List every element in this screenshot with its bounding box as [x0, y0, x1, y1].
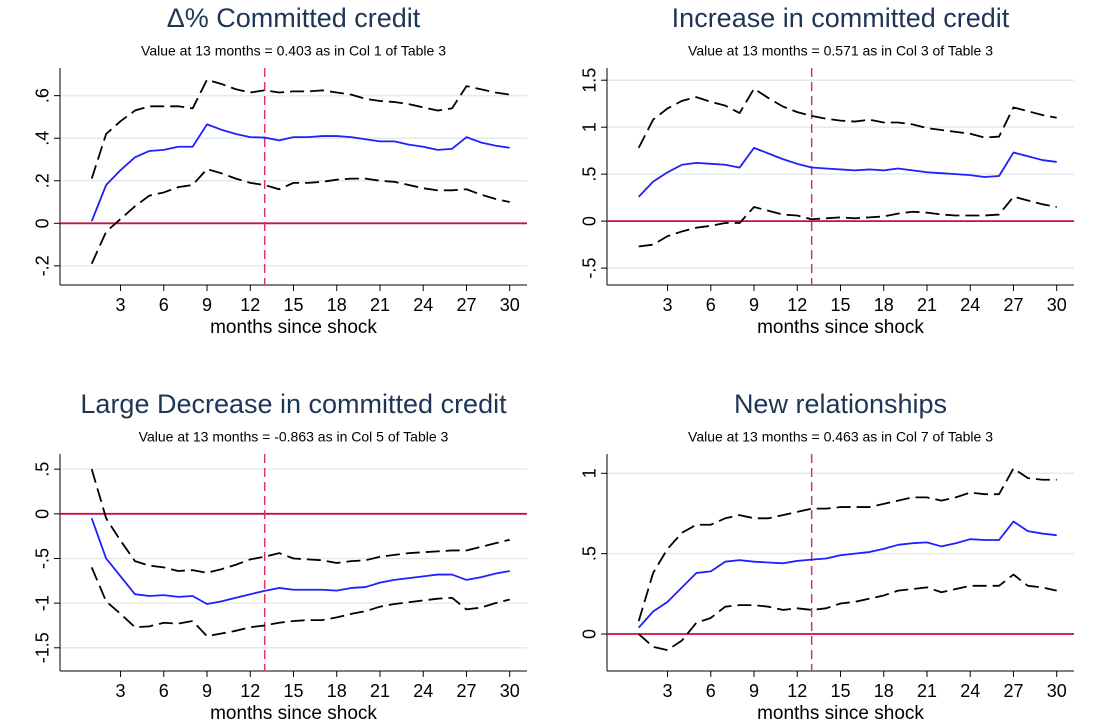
- x-tick-label: 3: [116, 681, 126, 701]
- x-tick-label: 24: [413, 295, 433, 315]
- y-tick-label: .5: [33, 462, 53, 477]
- estimate-line: [638, 146, 1057, 198]
- confidence-band-line: [90, 78, 510, 179]
- chart-subtitle: Value at 13 months = 0.463 as in Col 7 o…: [688, 429, 993, 445]
- estimate-line: [90, 517, 510, 605]
- y-tick-label: 1: [580, 122, 600, 132]
- x-tick-label: 12: [240, 295, 260, 315]
- x-tick-label: 30: [1047, 681, 1067, 701]
- x-tick-label: 15: [283, 681, 303, 701]
- x-tick-label: 30: [1047, 295, 1067, 315]
- x-tick-label: 18: [874, 295, 894, 315]
- y-tick-label: 0: [580, 216, 600, 226]
- x-tick-label: 3: [663, 295, 673, 315]
- confidence-band-line: [90, 168, 510, 265]
- x-tick-label: 21: [917, 681, 937, 701]
- confidence-band-line: [90, 567, 510, 638]
- y-tick-label: .6: [33, 88, 53, 103]
- x-axis-label: months since shock: [210, 703, 377, 724]
- x-tick-label: 9: [202, 295, 212, 315]
- chart-subtitle: Value at 13 months = 0.571 as in Col 3 o…: [688, 43, 993, 59]
- confidence-band-line: [637, 87, 1057, 149]
- chart-title: Increase in committed credit: [672, 3, 1010, 33]
- chart-subtitle: Value at 13 months = 0.403 as in Col 1 o…: [141, 43, 446, 59]
- x-tick-label: 27: [1003, 295, 1023, 315]
- x-tick-label: 15: [283, 295, 303, 315]
- x-tick-label: 3: [116, 295, 126, 315]
- x-tick-label: 12: [240, 681, 260, 701]
- x-tick-label: 15: [830, 681, 850, 701]
- confidence-band-line: [637, 467, 1057, 622]
- x-tick-label: 3: [663, 681, 673, 701]
- x-tick-label: 24: [413, 681, 433, 701]
- confidence-band-line: [638, 573, 1057, 651]
- x-tick-label: 6: [159, 295, 169, 315]
- x-tick-label: 21: [370, 295, 390, 315]
- estimate-line: [638, 520, 1057, 629]
- y-tick-label: .5: [580, 167, 600, 182]
- x-tick-label: 9: [749, 295, 759, 315]
- y-tick-label: -.5: [580, 258, 600, 279]
- x-tick-label: 6: [159, 681, 169, 701]
- y-tick-label: .5: [580, 546, 600, 561]
- y-tick-label: -1.5: [33, 632, 53, 663]
- estimate-line: [90, 123, 510, 222]
- chart-subtitle: Value at 13 months = -0.863 as in Col 5 …: [139, 429, 449, 445]
- y-tick-label: .4: [33, 131, 53, 146]
- y-tick-label: 0: [33, 509, 53, 519]
- x-tick-label: 6: [706, 681, 716, 701]
- x-axis-label: months since shock: [210, 317, 377, 338]
- x-tick-label: 27: [456, 295, 476, 315]
- x-tick-label: 24: [960, 681, 980, 701]
- x-tick-label: 18: [874, 681, 894, 701]
- x-tick-label: 12: [787, 681, 807, 701]
- x-tick-label: 21: [917, 295, 937, 315]
- y-tick-label: -.5: [33, 548, 53, 569]
- x-tick-label: 30: [500, 295, 520, 315]
- x-axis-label: months since shock: [757, 317, 924, 338]
- confidence-band-line: [638, 195, 1057, 248]
- x-tick-label: 21: [370, 681, 390, 701]
- y-tick-label: 0: [580, 629, 600, 639]
- y-tick-label: 1: [580, 468, 600, 478]
- confidence-band-line: [90, 468, 510, 574]
- y-tick-label: -.2: [33, 255, 53, 276]
- x-axis-label: months since shock: [757, 703, 924, 724]
- x-tick-label: 6: [706, 295, 716, 315]
- x-tick-label: 18: [327, 295, 347, 315]
- y-tick-label: .2: [33, 173, 53, 188]
- x-tick-label: 30: [500, 681, 520, 701]
- chart-title: Large Decrease in committed credit: [80, 389, 507, 419]
- y-tick-label: -1: [33, 595, 53, 611]
- x-tick-label: 24: [960, 295, 980, 315]
- x-tick-label: 12: [787, 295, 807, 315]
- x-tick-label: 27: [1003, 681, 1023, 701]
- chart-title: Δ% Committed credit: [167, 3, 421, 33]
- x-tick-label: 15: [830, 295, 850, 315]
- y-tick-label: 0: [33, 218, 53, 228]
- y-tick-label: 1.5: [580, 68, 600, 93]
- x-tick-label: 27: [456, 681, 476, 701]
- x-tick-label: 9: [202, 681, 212, 701]
- x-tick-label: 9: [749, 681, 759, 701]
- x-tick-label: 18: [327, 681, 347, 701]
- chart-title: New relationships: [734, 389, 947, 419]
